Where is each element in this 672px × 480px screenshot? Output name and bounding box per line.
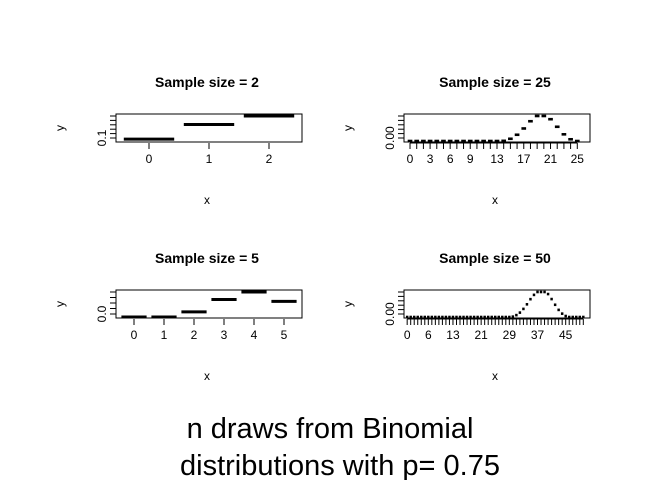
x-axis-label: x	[204, 193, 210, 207]
x-tick-label: 3	[427, 152, 434, 166]
x-tick-label: 21	[474, 328, 488, 342]
x-tick-label: 0	[146, 152, 153, 166]
x-tick-label: 17	[517, 152, 531, 166]
x-tick-label: 2	[191, 328, 198, 342]
panel-title: Sample size = 50	[439, 250, 551, 266]
x-tick-label: 25	[571, 152, 585, 166]
plot-frame	[403, 113, 591, 143]
panel-sample-size-5: Sample size = 5 x y 0.0 0 1 2 3 4 5	[53, 250, 303, 383]
y-axis-label: y	[341, 301, 355, 307]
panel-title: Sample size = 2	[155, 74, 259, 90]
x-tick-label: 2	[266, 152, 273, 166]
y-tick-label: 0.00	[383, 302, 397, 326]
x-tick-label: 0	[131, 328, 138, 342]
y-axis-label: y	[53, 301, 67, 307]
x-tick-label: 13	[490, 152, 504, 166]
x-tick-label: 3	[221, 328, 228, 342]
y-axis-label: y	[53, 125, 67, 131]
y-tick-label: 0.0	[95, 305, 109, 322]
x-tick-label: 9	[467, 152, 474, 166]
figure-title-line-1: n draws from Binomial	[187, 413, 474, 445]
x-axis-label: x	[204, 369, 210, 383]
x-tick-label: 6	[447, 152, 454, 166]
x-tick-label: 1	[161, 328, 168, 342]
x-tick-label: 21	[544, 152, 558, 166]
y-tick-label: 0.1	[95, 129, 109, 146]
plot-frame	[115, 289, 303, 319]
x-tick-label: 4	[251, 328, 258, 342]
y-axis-label: y	[341, 125, 355, 131]
x-tick-label: 6	[425, 328, 432, 342]
x-tick-label: 0	[407, 152, 414, 166]
x-tick-label: 1	[206, 152, 213, 166]
x-tick-label: 13	[446, 328, 460, 342]
plot-frame	[403, 289, 591, 319]
x-tick-label: 45	[559, 328, 573, 342]
panel-sample-size-2: Sample size = 2 x y 0.1 0 1 2	[53, 74, 303, 207]
panel-sample-size-50: Sample size = 50 x y 0.00 0 6 13 21 29 37 45	[341, 250, 591, 383]
x-tick-label: 5	[281, 328, 288, 342]
x-axis-label: x	[492, 193, 498, 207]
x-tick-label: 37	[531, 328, 545, 342]
panel-sample-size-25: Sample size = 25 x y 0.00 0 3 6 9 13 17 21 25	[341, 74, 591, 207]
plot-frame	[115, 113, 303, 143]
figure-title-line-2: distributions with p= 0.75	[180, 450, 500, 480]
y-tick-label: 0.00	[383, 126, 397, 150]
panel-title: Sample size = 5	[155, 250, 259, 266]
x-tick-label: 29	[503, 328, 517, 342]
panel-title: Sample size = 25	[439, 74, 551, 90]
x-tick-label: 0	[404, 328, 411, 342]
x-axis-label: x	[492, 369, 498, 383]
